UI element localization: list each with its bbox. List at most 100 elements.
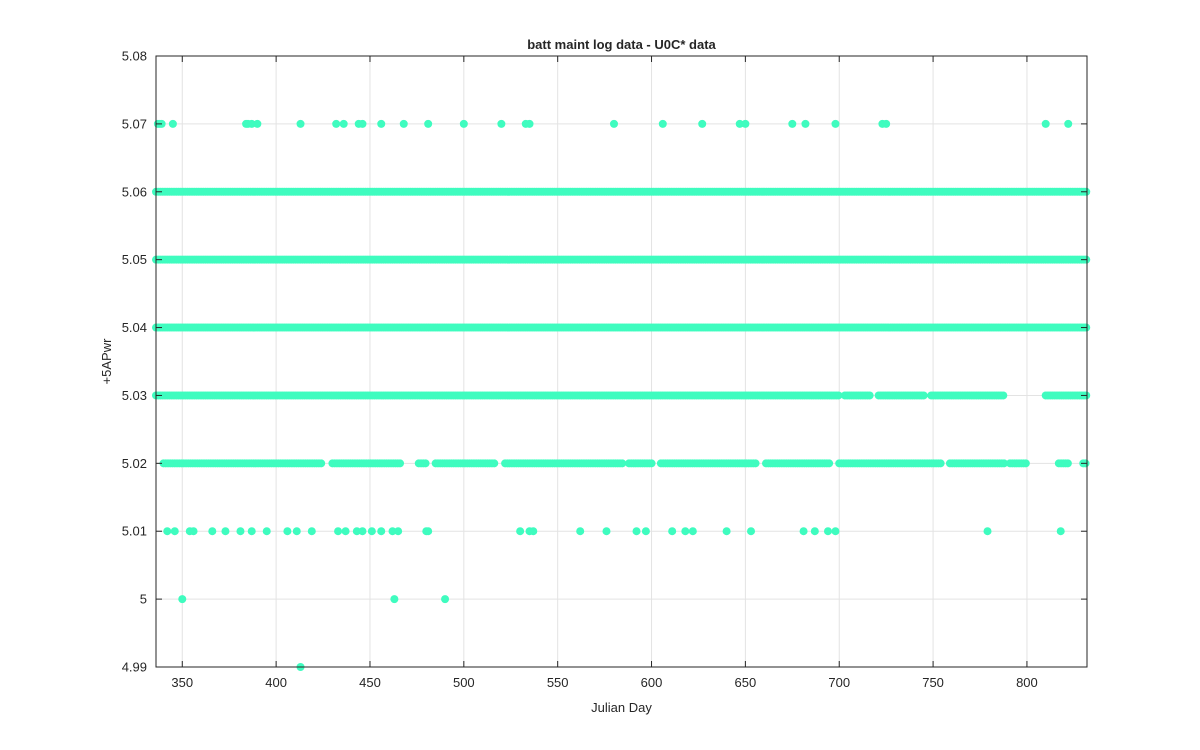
x-tick-label: 800 [1016, 675, 1038, 690]
data-point [516, 527, 525, 536]
data-point [168, 119, 177, 128]
y-tick-label: 5.06 [122, 184, 147, 199]
data-point [221, 527, 230, 536]
data-point [747, 527, 756, 536]
data-point [424, 527, 433, 536]
data-point [339, 119, 348, 128]
data-point [831, 527, 840, 536]
chart-title: batt maint log data - U0C* data [527, 37, 716, 52]
data-point [377, 119, 386, 128]
y-tick-label: 5.07 [122, 116, 147, 131]
data-point [441, 595, 450, 604]
data-point [919, 391, 928, 400]
data-point [334, 527, 343, 536]
data-point [831, 119, 840, 128]
y-tick-label: 5.08 [122, 49, 147, 64]
data-point [801, 119, 810, 128]
data-point [399, 119, 408, 128]
data-point [799, 527, 808, 536]
data-point [632, 527, 641, 536]
x-tick-label: 550 [547, 675, 569, 690]
data-point [358, 527, 367, 536]
plot-area [156, 56, 1087, 667]
data-point [751, 459, 760, 468]
data-point [247, 527, 256, 536]
y-tick-label: 5.05 [122, 252, 147, 267]
data-point [178, 595, 187, 604]
data-point [983, 527, 992, 536]
data-point [688, 527, 697, 536]
data-point [882, 119, 891, 128]
x-tick-label: 500 [453, 675, 475, 690]
data-point [247, 119, 256, 128]
data-point [1063, 459, 1072, 468]
y-tick-label: 5 [140, 592, 147, 607]
y-tick-label: 5.04 [122, 320, 147, 335]
data-point [358, 119, 367, 128]
x-tick-label: 650 [735, 675, 757, 690]
x-tick-label: 350 [171, 675, 193, 690]
data-point [424, 119, 433, 128]
data-point [647, 459, 656, 468]
data-point [307, 527, 316, 536]
data-point [394, 527, 403, 536]
data-point [189, 527, 198, 536]
data-point [641, 527, 650, 536]
data-point [525, 119, 534, 128]
data-point [390, 595, 399, 604]
y-tick-label: 5.01 [122, 524, 147, 539]
data-point [262, 527, 271, 536]
data-point [163, 527, 172, 536]
data-point [825, 459, 834, 468]
data-point [170, 527, 179, 536]
data-point [236, 527, 245, 536]
data-point [253, 119, 262, 128]
data-point [722, 527, 731, 536]
data-point [999, 391, 1008, 400]
x-tick-label: 600 [641, 675, 663, 690]
data-point [497, 119, 506, 128]
data-point [341, 527, 350, 536]
data-point [490, 459, 499, 468]
data-point [1021, 459, 1030, 468]
x-tick-label: 700 [828, 675, 850, 690]
data-point [668, 527, 677, 536]
x-axis-label: Julian Day [591, 700, 652, 715]
data-point [296, 119, 305, 128]
data-point [698, 119, 707, 128]
data-point [618, 459, 627, 468]
data-point [1041, 119, 1050, 128]
y-tick-label: 4.99 [122, 660, 147, 675]
x-tick-label: 750 [922, 675, 944, 690]
data-point [1056, 527, 1065, 536]
data-point [459, 119, 468, 128]
data-point [529, 527, 538, 536]
x-tick-label: 400 [265, 675, 287, 690]
data-point [823, 527, 832, 536]
axis-ticks: 350 400 450 500 550 600 650 700 750 800 4.99 5 5.01 5… [122, 49, 1087, 690]
data-point [1064, 119, 1073, 128]
y-tick-label: 5.03 [122, 388, 147, 403]
data-point [865, 391, 874, 400]
y-axis-label: +5APwr [99, 338, 114, 385]
data-point [810, 527, 819, 536]
data-point [292, 527, 301, 536]
x-tick-label: 450 [359, 675, 381, 690]
data-point [741, 119, 750, 128]
data-point [609, 119, 618, 128]
y-tick-label: 5.02 [122, 456, 147, 471]
data-point [396, 459, 405, 468]
data-point [208, 527, 217, 536]
data-points [152, 119, 1091, 671]
data-point [681, 527, 690, 536]
data-point [602, 527, 611, 536]
data-point [788, 119, 797, 128]
data-point [283, 527, 292, 536]
plot-frame [155, 55, 1088, 668]
data-point [834, 391, 843, 400]
data-point [388, 527, 397, 536]
data-point [377, 527, 386, 536]
data-point [421, 459, 430, 468]
data-point [352, 527, 361, 536]
